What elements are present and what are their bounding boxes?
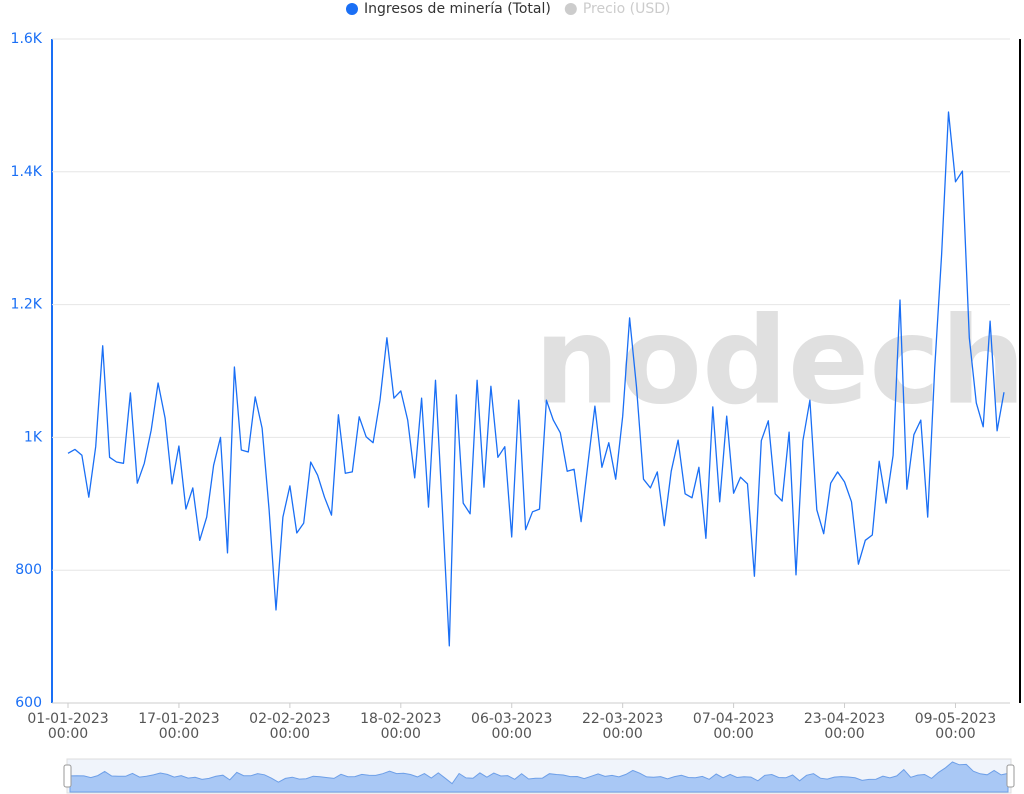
y-tick-label: 1.6K — [11, 31, 43, 47]
navigator-handle[interactable] — [63, 764, 72, 788]
series-line — [67, 111, 1005, 647]
legend-marker[interactable] — [564, 3, 577, 15]
x-tick-label: 02-02-2023 00:00 — [249, 711, 330, 742]
x-tick-label: 06-03-2023 00:00 — [471, 711, 552, 742]
watermark: nodech — [534, 293, 1024, 432]
y-tick-label: 1.4K — [11, 164, 43, 180]
legend-label[interactable]: Precio (USD) — [583, 1, 671, 17]
x-tick-label: 18-02-2023 00:00 — [360, 711, 441, 742]
y-tick-label: 800 — [15, 562, 42, 578]
x-tick-label: 01-01-2023 00:00 — [27, 711, 108, 742]
y-tick-label: 600 — [15, 695, 42, 711]
y-tick-label: 1K — [24, 429, 43, 445]
x-tick-label: 22-03-2023 00:00 — [582, 711, 663, 742]
x-tick-label: 23-04-2023 00:00 — [804, 711, 885, 742]
x-tick-label: 17-01-2023 00:00 — [138, 711, 219, 742]
legend-marker[interactable] — [346, 3, 358, 15]
legend-label[interactable]: Ingresos de minería (Total) — [364, 1, 551, 17]
navigator-area — [69, 761, 1009, 793]
y-tick-label: 1.2K — [11, 297, 43, 313]
x-tick-label: 07-04-2023 00:00 — [693, 711, 774, 742]
x-tick-label: 09-05-2023 00:00 — [915, 711, 996, 742]
navigator-handle[interactable] — [1006, 764, 1015, 788]
